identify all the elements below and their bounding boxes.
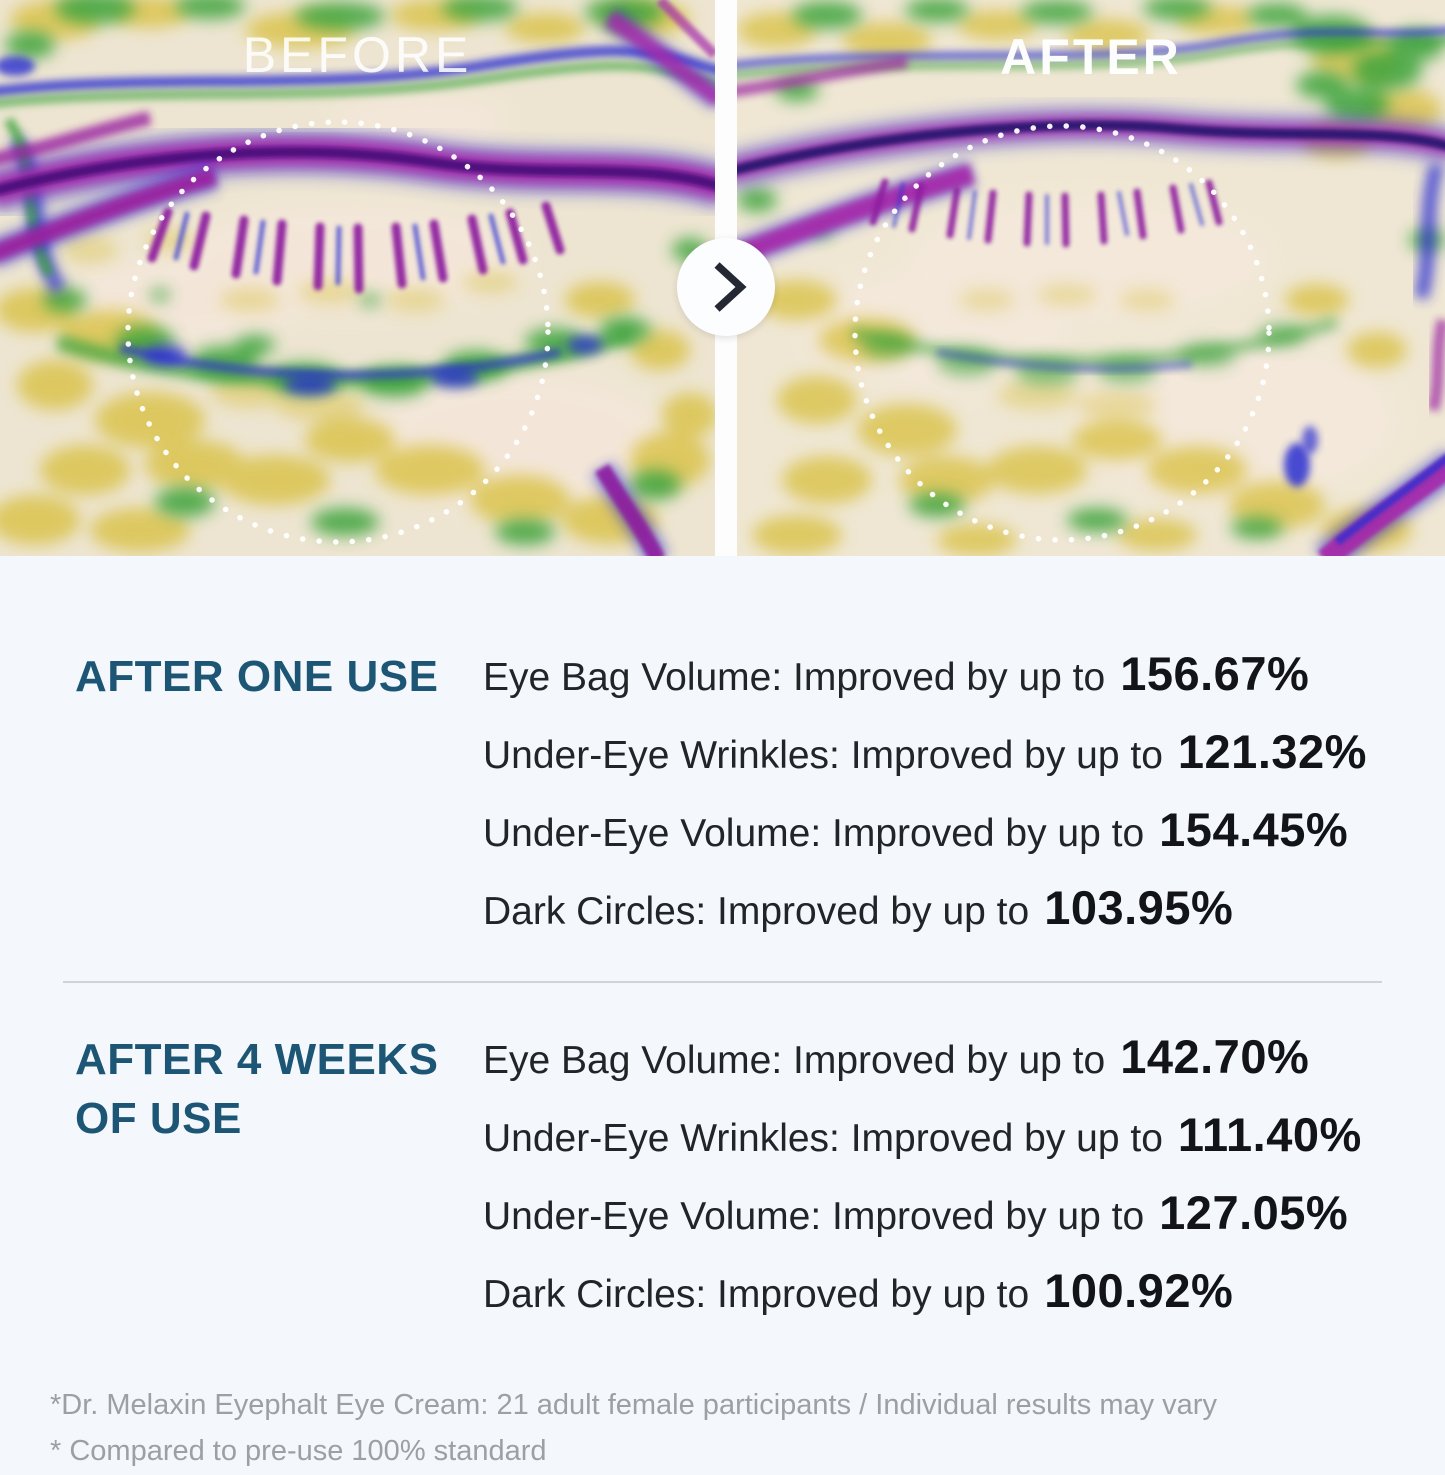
stat-label: Under-Eye Wrinkles: Improved by up to — [483, 734, 1163, 777]
stat-row: Eye Bag Volume: Improved by up to 156.67… — [483, 646, 1382, 701]
section-heading: AFTER ONE USE — [75, 652, 439, 701]
stat-row: Under-Eye Volume: Improved by up to 154.… — [483, 802, 1382, 857]
greater-than-icon — [714, 262, 747, 312]
stat-label: Eye Bag Volume: Improved by up to — [483, 656, 1106, 699]
stat-value: 121.32% — [1177, 725, 1367, 778]
footnote-participants: *Dr. Melaxin Eyephalt Eye Cream: 21 adul… — [50, 1389, 1217, 1421]
stat-row: Dark Circles: Improved by up to 100.92% — [483, 1263, 1382, 1318]
footnote-standard: * Compared to pre-use 100% standard — [50, 1435, 547, 1468]
before-label: BEFORE — [242, 27, 473, 83]
stat-row: Dark Circles: Improved by up to 103.95% — [483, 880, 1382, 935]
stat-label: Dark Circles: Improved by up to — [483, 890, 1030, 933]
stat-value: 156.67% — [1120, 647, 1310, 700]
stats-list: Eye Bag Volume: Improved by up to 156.67… — [483, 646, 1382, 935]
stat-row: Under-Eye Volume: Improved by up to 127.… — [483, 1185, 1382, 1240]
footnotes: *Dr. Melaxin Eyephalt Eye Cream: 21 adul… — [50, 1382, 1382, 1475]
stat-label: Under-Eye Volume: Improved by up to — [483, 812, 1145, 855]
stat-value: 103.95% — [1044, 881, 1234, 934]
stats-list: Eye Bag Volume: Improved by up to 142.70… — [483, 1029, 1382, 1318]
stat-label: Under-Eye Wrinkles: Improved by up to — [483, 1117, 1163, 1160]
stat-value: 100.92% — [1044, 1264, 1234, 1317]
stat-row: Under-Eye Wrinkles: Improved by up to 11… — [483, 1107, 1382, 1162]
stat-row: Under-Eye Wrinkles: Improved by up to 12… — [483, 724, 1382, 779]
stat-value: 154.45% — [1159, 803, 1349, 856]
stat-row: Eye Bag Volume: Improved by up to 142.70… — [483, 1029, 1382, 1084]
stat-label: Eye Bag Volume: Improved by up to — [483, 1039, 1106, 1082]
section-after-one-use: AFTER ONE USE Eye Bag Volume: Improved b… — [63, 646, 1382, 935]
section-divider — [63, 981, 1382, 983]
stat-value: 142.70% — [1120, 1030, 1310, 1083]
results: AFTER ONE USE Eye Bag Volume: Improved b… — [0, 556, 1445, 1475]
before-after-comparison: BEFORE — [0, 0, 1445, 556]
section-heading: AFTER 4 WEEKS OF USE — [75, 1035, 439, 1143]
section-after-4-weeks: AFTER 4 WEEKS OF USE Eye Bag Volume: Imp… — [63, 1029, 1382, 1318]
stat-value: 111.40% — [1177, 1108, 1362, 1161]
after-label: AFTER — [1000, 29, 1182, 85]
stat-value: 127.05% — [1159, 1186, 1349, 1239]
stat-label: Dark Circles: Improved by up to — [483, 1273, 1030, 1316]
arrow-circle — [677, 238, 775, 336]
after-panel: AFTER — [737, 0, 1445, 556]
before-panel: BEFORE — [0, 0, 715, 556]
stat-label: Under-Eye Volume: Improved by up to — [483, 1195, 1145, 1238]
